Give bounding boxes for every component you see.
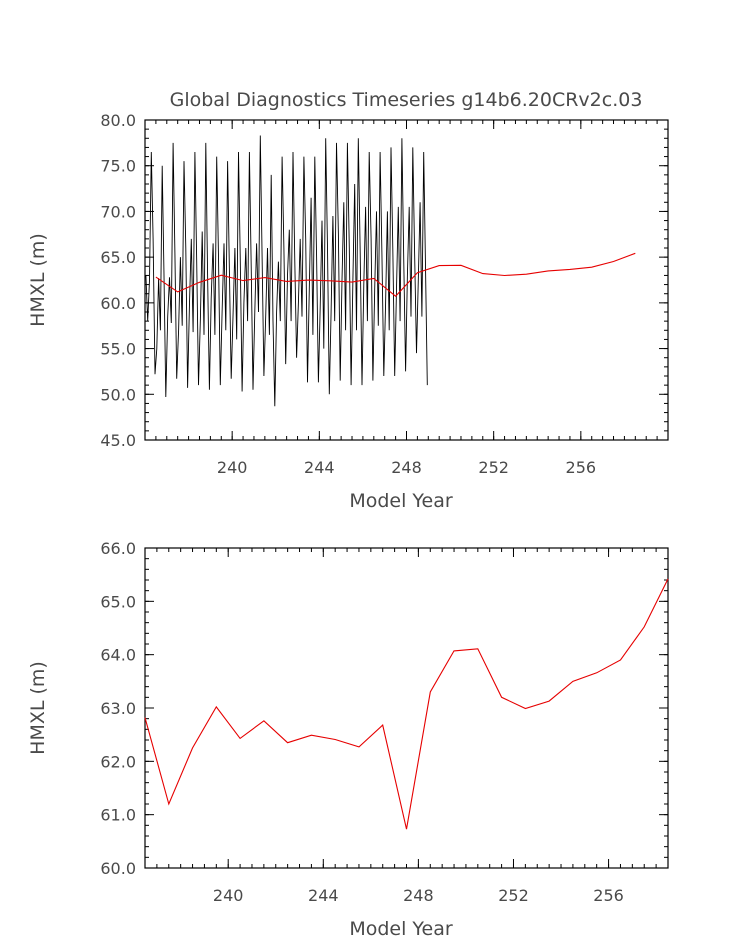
top-x-tick-label: 240 xyxy=(217,458,248,477)
top-y-tick-label: 55.0 xyxy=(100,340,136,359)
top-series-line-monthly xyxy=(145,135,428,407)
bottom-y-tick-label: 61.0 xyxy=(100,806,136,825)
top-y-axis-label: HMXL (m) xyxy=(27,233,49,327)
bottom-x-tick-label: 252 xyxy=(498,886,529,905)
top-chart: 240 244 248 252 256 45.0 50.0 55.0 60.0 65.0 70.0 7… xyxy=(27,111,669,512)
bottom-y-tick-label: 66.0 xyxy=(100,539,136,558)
bottom-y-axis-label: HMXL (m) xyxy=(27,661,49,755)
top-plot-frame xyxy=(144,119,669,441)
top-y-tick-label: 45.0 xyxy=(100,431,136,450)
top-x-axis-label: Model Year xyxy=(349,490,453,512)
bottom-y-tick-label: 60.0 xyxy=(100,859,136,878)
chart-title: Global Diagnostics Timeseries g14b6.20CR… xyxy=(170,89,643,111)
top-x-tick-label: 248 xyxy=(391,458,422,477)
bottom-x-tick-label: 256 xyxy=(593,886,624,905)
top-y-tick-label: 65.0 xyxy=(100,248,136,267)
top-x-tick-label: 256 xyxy=(566,458,597,477)
top-y-tick-label: 75.0 xyxy=(100,157,136,176)
bottom-x-tick-label: 240 xyxy=(213,886,244,905)
top-y-tick-label: 70.0 xyxy=(100,202,136,221)
bottom-y-tick-label: 63.0 xyxy=(100,699,136,718)
bottom-plot-frame xyxy=(144,547,669,869)
bottom-series-line-annual xyxy=(144,578,669,830)
top-x-tick-label: 244 xyxy=(304,458,335,477)
bottom-y-tick-label: 65.0 xyxy=(100,592,136,611)
bottom-y-tick-label: 64.0 xyxy=(100,646,136,665)
bottom-chart: 240 244 248 252 256 60.0 61.0 62.0 63.0 64.0 65.0 6… xyxy=(27,539,669,940)
top-y-tick-label: 50.0 xyxy=(100,385,136,404)
top-series-line-annual xyxy=(155,252,636,297)
bottom-y-tick-label: 62.0 xyxy=(100,752,136,771)
bottom-x-axis-label: Model Year xyxy=(349,918,453,940)
top-x-tick-label: 252 xyxy=(478,458,509,477)
bottom-x-tick-label: 244 xyxy=(308,886,339,905)
top-y-tick-label: 60.0 xyxy=(100,294,136,313)
bottom-x-tick-label: 248 xyxy=(403,886,434,905)
top-y-tick-label: 80.0 xyxy=(100,111,136,130)
